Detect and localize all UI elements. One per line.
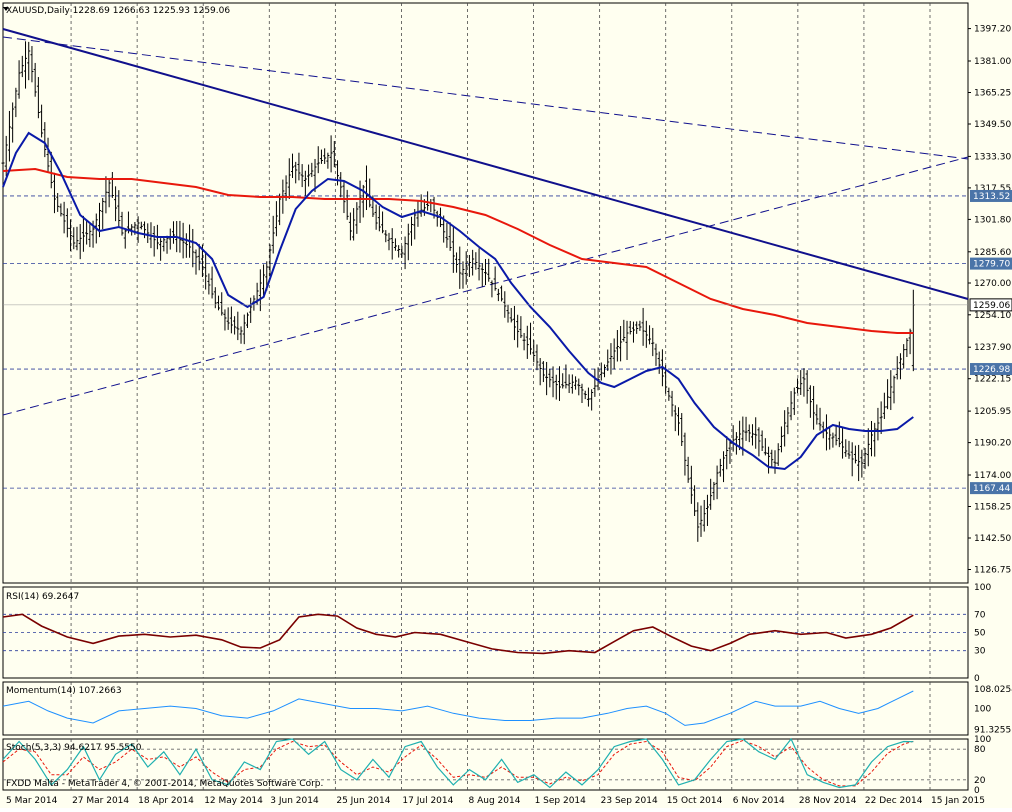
price-axis: 1397.20 1381.00 1365.25 1349.50 1333.30 1317.…	[968, 25, 1012, 796]
rsi-panel[interactable]	[2, 613, 968, 655]
rsi-tick-label: 100	[974, 583, 991, 593]
stochastic-title: Stoch(5,3,3) 94.6217 95.5550	[6, 743, 142, 753]
time-tick-label: 15 Oct 2014	[667, 796, 723, 806]
stoch-tick-label: 80	[974, 745, 986, 755]
chevron-down-icon	[3, 7, 9, 11]
rsi-tick-label: 0	[974, 674, 980, 684]
price-tick-label: 1365.25	[974, 89, 1011, 99]
time-tick-label: 8 Aug 2014	[469, 796, 521, 806]
price-tick-label: 1349.50	[974, 120, 1011, 130]
momentum-panel[interactable]	[2, 690, 914, 726]
stoch-tick-label: 100	[974, 735, 991, 745]
symbol-header: XAUUSD,Daily 1228.69 1266.63 1225.93 125…	[6, 6, 230, 16]
rsi-tick-label: 30	[974, 647, 986, 657]
price-tick-label: 1237.90	[974, 343, 1011, 353]
price-level-label	[970, 363, 1012, 376]
moving-average-slow	[2, 167, 914, 334]
price-tick-label: 1205.95	[974, 407, 1011, 417]
time-axis: 5 Mar 2014 27 Mar 2014 18 Apr 2014 12 May 2…	[6, 796, 985, 806]
price-chart[interactable]	[1, 28, 969, 542]
price-tick-label: 1254.10	[974, 311, 1011, 321]
time-tick-label: 17 Jul 2014	[402, 796, 453, 806]
price-level-label	[970, 189, 1012, 202]
rsi-tick-label: 50	[974, 629, 986, 639]
price-level-label	[970, 482, 1012, 495]
rsi-tick-label: 70	[974, 610, 986, 620]
panel-frame-main	[2, 2, 969, 584]
time-tick-label: 1 Sep 2014	[535, 796, 587, 806]
current-price-label	[969, 298, 1012, 312]
time-tick-label: 6 Nov 2014	[733, 796, 785, 806]
time-tick-label: 25 Jun 2014	[336, 796, 390, 806]
price-tick-label: 1333.30	[974, 152, 1011, 162]
time-tick-label: 22 Dec 2014	[865, 796, 923, 806]
stoch-tick-label: 0	[974, 786, 980, 796]
rsi-line	[2, 613, 914, 655]
stochastic-panel[interactable]	[2, 737, 968, 789]
price-tick-label: 1381.00	[974, 57, 1011, 67]
time-tick-label: 3 Jun 2014	[270, 796, 319, 806]
price-level-label	[970, 257, 1012, 270]
price-tick-label: 1142.50	[974, 534, 1011, 544]
momentum-title: Momentum(14) 107.2663	[6, 686, 122, 696]
time-tick-label: 23 Sep 2014	[601, 796, 658, 806]
panel-frame-mom	[2, 681, 969, 736]
price-tick-label: 1301.80	[974, 215, 1011, 225]
price-tick-label: 1190.20	[974, 439, 1011, 449]
price-tick-label: 1270.00	[974, 279, 1011, 289]
trendline-main	[2, 28, 969, 300]
price-tick-label: 1174.00	[974, 471, 1011, 481]
time-tick-label: 28 Nov 2014	[799, 796, 857, 806]
trendline-dashed-lower	[2, 156, 969, 416]
price-level-label-text: 1226.98	[973, 365, 1010, 375]
price-tick-label: 1317.55	[974, 184, 1011, 194]
price-tick-label: 1397.20	[974, 25, 1011, 35]
panel-frame-sto	[2, 738, 969, 791]
price-tick-label: 1126.75	[974, 566, 1011, 576]
momentum-tick-label: 91.3255	[974, 725, 1011, 735]
time-tick-label: 18 Apr 2014	[138, 796, 194, 806]
time-tick-label: 15 Jan 2015	[931, 796, 985, 806]
price-tick-label: 1285.60	[974, 248, 1011, 258]
price-level-label-text: 1279.70	[973, 260, 1010, 270]
grid-layer	[2, 2, 969, 791]
stoch-main-line	[2, 737, 914, 789]
stoch-tick-label: 20	[974, 776, 986, 786]
time-tick-label: 5 Mar 2014	[6, 796, 58, 806]
moving-average-fast	[2, 131, 914, 471]
price-level-label-text: 1313.52	[973, 192, 1010, 202]
trendline-dashed-upper	[2, 36, 969, 160]
price-level-label-text: 1259.06	[973, 301, 1010, 311]
momentum-tick-label: 108.0254	[974, 685, 1012, 695]
rsi-title: RSI(14) 69.2647	[6, 592, 79, 602]
price-tick-label: 1158.25	[974, 503, 1011, 513]
momentum-tick-label: 100	[974, 705, 991, 715]
stoch-signal-line	[2, 739, 914, 787]
price-level-label-text: 1167.44	[973, 484, 1010, 494]
time-tick-label: 12 May 2014	[204, 796, 263, 806]
price-tick-label: 1222.15	[974, 375, 1011, 385]
time-tick-label: 27 Mar 2014	[72, 796, 129, 806]
watermark: FXDD Malta - MetaTrader 4, © 2001-2014, …	[6, 779, 323, 789]
momentum-line	[2, 690, 914, 726]
